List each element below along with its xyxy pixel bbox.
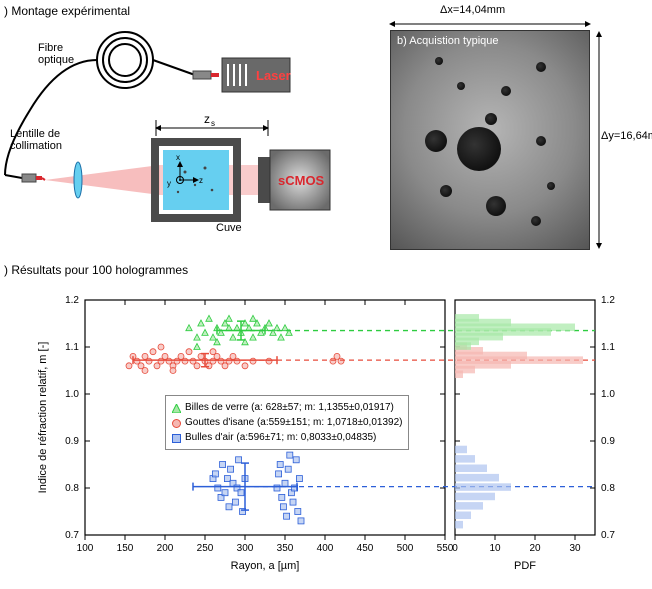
bubble-dot (457, 82, 465, 90)
svg-text:10: 10 (489, 543, 501, 554)
results-chart: 1001502002503003504004505005500.70.70.80… (30, 290, 630, 580)
bubble-dot (435, 57, 443, 65)
cuvette-label: Cuve (216, 222, 242, 234)
acquisition-image: b) Acquistion typique (390, 30, 590, 250)
acquisition-panel: b) Acquistion typique Δy=16,64mm (375, 20, 650, 240)
square-marker-icon (172, 433, 181, 442)
panel-b-title: b) Acquistion typique (397, 35, 499, 47)
zs-text: z (204, 112, 210, 126)
svg-text:550: 550 (437, 543, 454, 554)
svg-text:sCMOS: sCMOS (278, 173, 325, 188)
svg-text:0: 0 (452, 543, 458, 554)
chart-legend: Billes de verre (a: 628±57; m: 1,1355±0,… (165, 395, 409, 450)
svg-text:0.8: 0.8 (601, 483, 615, 494)
bubble-dot (425, 130, 447, 152)
legend-row: Bulles d'air (a:596±71; m: 0,8033±0,0483… (172, 430, 402, 445)
svg-text:500: 500 (397, 543, 414, 554)
svg-text:300: 300 (237, 543, 254, 554)
svg-text:150: 150 (117, 543, 134, 554)
svg-text:0.7: 0.7 (601, 530, 615, 541)
triangle-marker-icon (172, 403, 181, 412)
bubble-dot (501, 86, 511, 96)
svg-text:250: 250 (197, 543, 214, 554)
svg-text:1.0: 1.0 (601, 389, 615, 400)
legend-label: Bulles d'air (a:596±71; m: 0,8033±0,0483… (185, 430, 376, 445)
collimation-lens-icon (74, 162, 82, 198)
beam-cone-icon (45, 165, 160, 195)
svg-text:0.9: 0.9 (65, 436, 79, 447)
dim-x-arrow (375, 18, 650, 30)
camera-icon: sCMOS (258, 150, 330, 210)
svg-text:400: 400 (317, 543, 334, 554)
bubble-dot (531, 216, 541, 226)
legend-label: Gouttes d'isane (a:559±151; m: 1,0718±0,… (185, 415, 402, 430)
cuvette-icon: x y z (155, 142, 237, 218)
fibre-label: Fibreoptique (38, 42, 74, 66)
svg-text:30: 30 (569, 543, 581, 554)
svg-text:1.2: 1.2 (65, 295, 79, 306)
svg-text:20: 20 (529, 543, 541, 554)
svg-text:450: 450 (357, 543, 374, 554)
dim-y-arrow (593, 30, 605, 260)
bubble-dot (486, 196, 506, 216)
legend-row: Gouttes d'isane (a:559±151; m: 1,0718±0,… (172, 415, 402, 430)
svg-text:y: y (167, 179, 171, 188)
svg-text:1.0: 1.0 (65, 389, 79, 400)
svg-text:Indice de réfraction relatif,: Indice de réfraction relatif, m [-] (37, 342, 49, 494)
svg-text:0.8: 0.8 (65, 483, 79, 494)
svg-text:1.2: 1.2 (601, 295, 615, 306)
svg-text:z: z (199, 176, 203, 185)
svg-text:0.7: 0.7 (65, 530, 79, 541)
svg-text:PDF: PDF (514, 560, 536, 572)
bubble-dot (547, 182, 555, 190)
dim-y-label: Δy=16,64mm (601, 130, 652, 142)
bubble-dot (536, 136, 546, 146)
circle-marker-icon (172, 418, 181, 427)
bubble-dot (440, 185, 452, 197)
panel-a-title: ) Montage expérimental (4, 4, 130, 18)
bubble-dot (536, 62, 546, 72)
svg-text:200: 200 (157, 543, 174, 554)
laser-text: Laser (256, 68, 291, 83)
zs-sub-text: s (211, 119, 215, 128)
panel-c-title: ) Résultats pour 100 hologrammes (4, 263, 188, 277)
svg-text:1.1: 1.1 (601, 342, 615, 353)
fiber-lower-icon (5, 174, 45, 182)
svg-text:100: 100 (77, 543, 94, 554)
svg-text:x: x (176, 153, 180, 162)
lens-label: Lentille decollimation (10, 128, 62, 152)
dim-x-label: Δx=14,04mm (440, 4, 505, 16)
svg-text:Rayon, a [µm]: Rayon, a [µm] (231, 560, 300, 572)
bubble-dot (485, 113, 497, 125)
legend-row: Billes de verre (a: 628±57; m: 1,1355±0,… (172, 400, 402, 415)
legend-label: Billes de verre (a: 628±57; m: 1,1355±0,… (185, 400, 394, 415)
svg-text:0.9: 0.9 (601, 436, 615, 447)
svg-text:1.1: 1.1 (65, 342, 79, 353)
fiber-connector-icon (193, 71, 219, 79)
bubble-dot (457, 127, 501, 171)
laser-box-icon: Laser (222, 58, 291, 92)
svg-text:350: 350 (277, 543, 294, 554)
